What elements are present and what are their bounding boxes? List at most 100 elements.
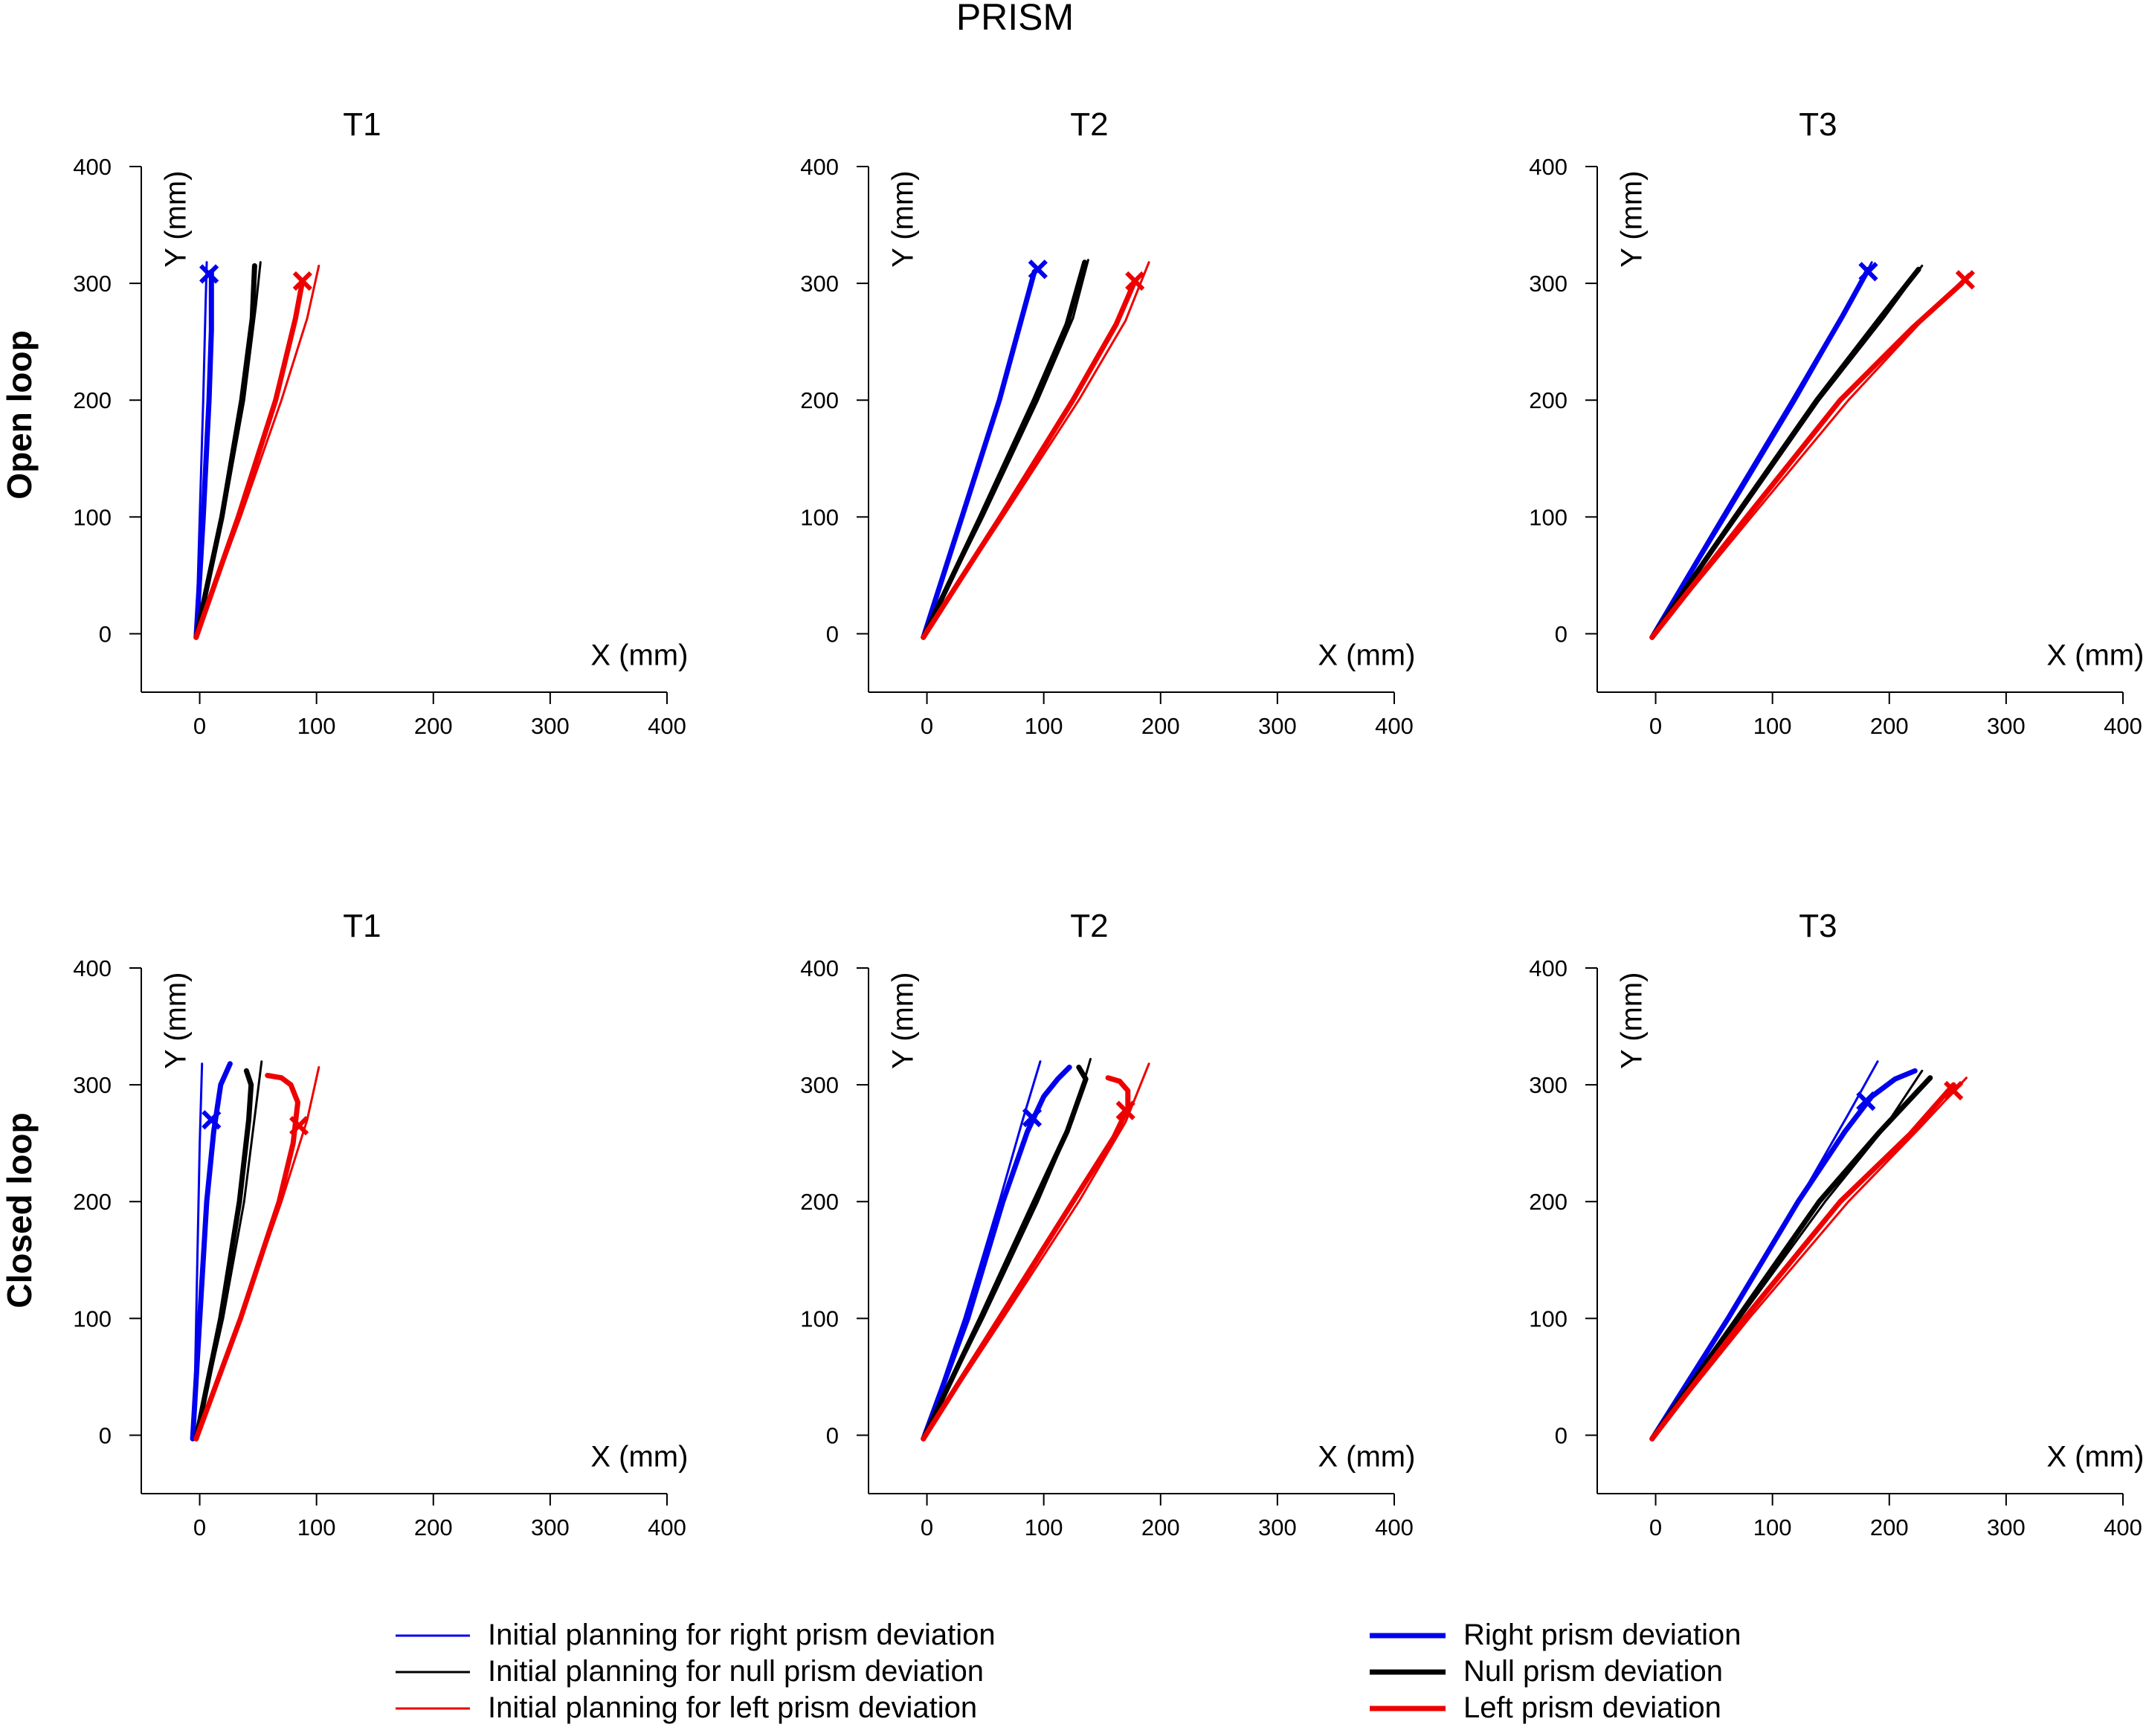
- endpoint-right: [199, 264, 219, 284]
- y-tick-label: 400: [1529, 955, 1567, 981]
- y-tick-label: 100: [1529, 1306, 1567, 1332]
- endpoint-left: [1944, 1080, 1964, 1101]
- y-tick-label: 400: [1529, 154, 1567, 180]
- endpoint-left: [289, 1115, 309, 1136]
- series-null-actual: [921, 259, 1088, 640]
- x-tick-label: 0: [921, 1514, 933, 1540]
- y-tick-label: 0: [826, 621, 839, 647]
- series-left-actual: [921, 278, 1138, 640]
- panel-open-t2: T2 0 100 200 300 400 0 100 200 300 400 X (mm) Y (mm): [800, 106, 1415, 739]
- x-tick-label: 200: [1141, 1514, 1180, 1540]
- x-tick-label: 300: [531, 1514, 570, 1540]
- series-left-actual: [1649, 280, 1965, 640]
- panel-title: T1: [343, 908, 381, 944]
- legend-label-thick-left: Left prism deviation: [1463, 1691, 1721, 1724]
- x-axis-label: X (mm): [590, 639, 688, 672]
- x-tick-label: 400: [648, 1514, 686, 1540]
- series-right-actual: [1649, 1068, 1918, 1442]
- endpoint-right: [1022, 1107, 1043, 1128]
- y-tick-label: 200: [73, 387, 112, 413]
- legend-label-thin-null: Initial planning for null prism deviatio…: [488, 1655, 984, 1688]
- y-tick-label: 100: [800, 1306, 839, 1332]
- x-tick-label: 200: [1141, 713, 1180, 739]
- x-axis-label: X (mm): [1318, 639, 1415, 672]
- y-tick-label: 100: [73, 1306, 112, 1332]
- x-axis-label: X (mm): [2046, 639, 2144, 672]
- legend-label-thin-left: Initial planning for left prism deviatio…: [488, 1691, 977, 1724]
- panel-title: T3: [1799, 908, 1837, 944]
- y-tick-label: 0: [1555, 621, 1567, 647]
- x-tick-label: 300: [1987, 1514, 2026, 1540]
- x-tick-label: 100: [1025, 713, 1063, 739]
- y-tick-label: 0: [99, 1422, 112, 1448]
- panel-closed-t1: T1 0 100 200 300 400 0 100 200 300 400 X (mm) Y (mm): [73, 908, 688, 1540]
- x-tick-label: 200: [1870, 1514, 1909, 1540]
- x-tick-label: 400: [1375, 1514, 1414, 1540]
- x-tick-label: 0: [193, 713, 206, 739]
- series-left-actual: [1649, 1082, 1956, 1442]
- x-tick-label: 0: [193, 1514, 206, 1540]
- series-null-actual: [921, 1065, 1089, 1442]
- y-axis-label: Y (mm): [160, 171, 193, 268]
- panel-closed-t3: T3 0 100 200 300 400 0 100 200 300 400 X (mm) Y (mm): [1529, 908, 2144, 1540]
- y-tick-label: 200: [1529, 1189, 1567, 1215]
- row-label-closed-loop: Closed loop: [0, 1112, 39, 1308]
- panel-title: T1: [343, 106, 381, 143]
- y-tick-label: 300: [800, 271, 839, 297]
- y-tick-label: 200: [73, 1189, 112, 1215]
- x-axis-label: X (mm): [2046, 1441, 2144, 1474]
- x-tick-label: 0: [1649, 713, 1662, 739]
- series-right-actual: [1649, 266, 1871, 640]
- y-tick-label: 300: [73, 271, 112, 297]
- y-tick-label: 200: [800, 387, 839, 413]
- x-tick-label: 0: [921, 713, 933, 739]
- series-left-initial: [1651, 1077, 1968, 1440]
- series-right-actual: [190, 1061, 233, 1442]
- y-axis-label: Y (mm): [160, 972, 193, 1069]
- endpoint-right: [202, 1110, 222, 1130]
- x-tick-label: 300: [1987, 713, 2026, 739]
- x-tick-label: 0: [1649, 1514, 1662, 1540]
- endpoint-left: [1115, 1100, 1135, 1120]
- panel-title: T2: [1070, 106, 1108, 143]
- series-null-actual: [193, 263, 257, 640]
- y-tick-label: 300: [73, 1072, 112, 1098]
- y-axis-label: Y (mm): [887, 972, 920, 1069]
- y-tick-label: 0: [1555, 1422, 1567, 1448]
- x-tick-label: 100: [1753, 1514, 1792, 1540]
- y-axis-label: Y (mm): [1616, 171, 1649, 268]
- row-label-open-loop: Open loop: [0, 330, 39, 499]
- series-right-initial: [922, 1060, 1042, 1440]
- y-tick-label: 100: [1529, 504, 1567, 530]
- endpoint-right: [1858, 262, 1878, 282]
- y-tick-label: 0: [826, 1422, 839, 1448]
- x-tick-label: 100: [1753, 713, 1792, 739]
- x-axis-label: X (mm): [590, 1441, 688, 1474]
- x-tick-label: 400: [2104, 1514, 2142, 1540]
- y-tick-label: 300: [1529, 271, 1567, 297]
- y-tick-label: 200: [1529, 387, 1567, 413]
- series-right-actual: [193, 268, 214, 640]
- endpoint-left: [1125, 271, 1145, 291]
- y-tick-label: 100: [73, 504, 112, 530]
- x-tick-label: 400: [2104, 713, 2142, 739]
- x-tick-label: 100: [297, 713, 336, 739]
- y-tick-label: 400: [73, 955, 112, 981]
- legend-label-thin-right: Initial planning for right prism deviati…: [488, 1619, 996, 1651]
- x-tick-label: 200: [414, 713, 453, 739]
- y-tick-label: 300: [800, 1072, 839, 1098]
- series-left-actual: [921, 1075, 1131, 1442]
- y-tick-label: 400: [73, 154, 112, 180]
- endpoint-left: [292, 271, 312, 291]
- x-tick-label: 100: [297, 1514, 336, 1540]
- endpoint-right: [1028, 259, 1048, 280]
- x-tick-label: 300: [531, 713, 570, 739]
- y-axis-label: Y (mm): [1616, 972, 1649, 1069]
- panel-open-t1: T1 0 100 200 300 400 0 100 200 300 400 X (mm) Y (mm): [73, 106, 688, 739]
- y-tick-label: 200: [800, 1189, 839, 1215]
- series-null-actual: [193, 1068, 254, 1442]
- x-tick-label: 300: [1258, 1514, 1297, 1540]
- y-tick-label: 100: [800, 504, 839, 530]
- x-tick-label: 300: [1258, 713, 1297, 739]
